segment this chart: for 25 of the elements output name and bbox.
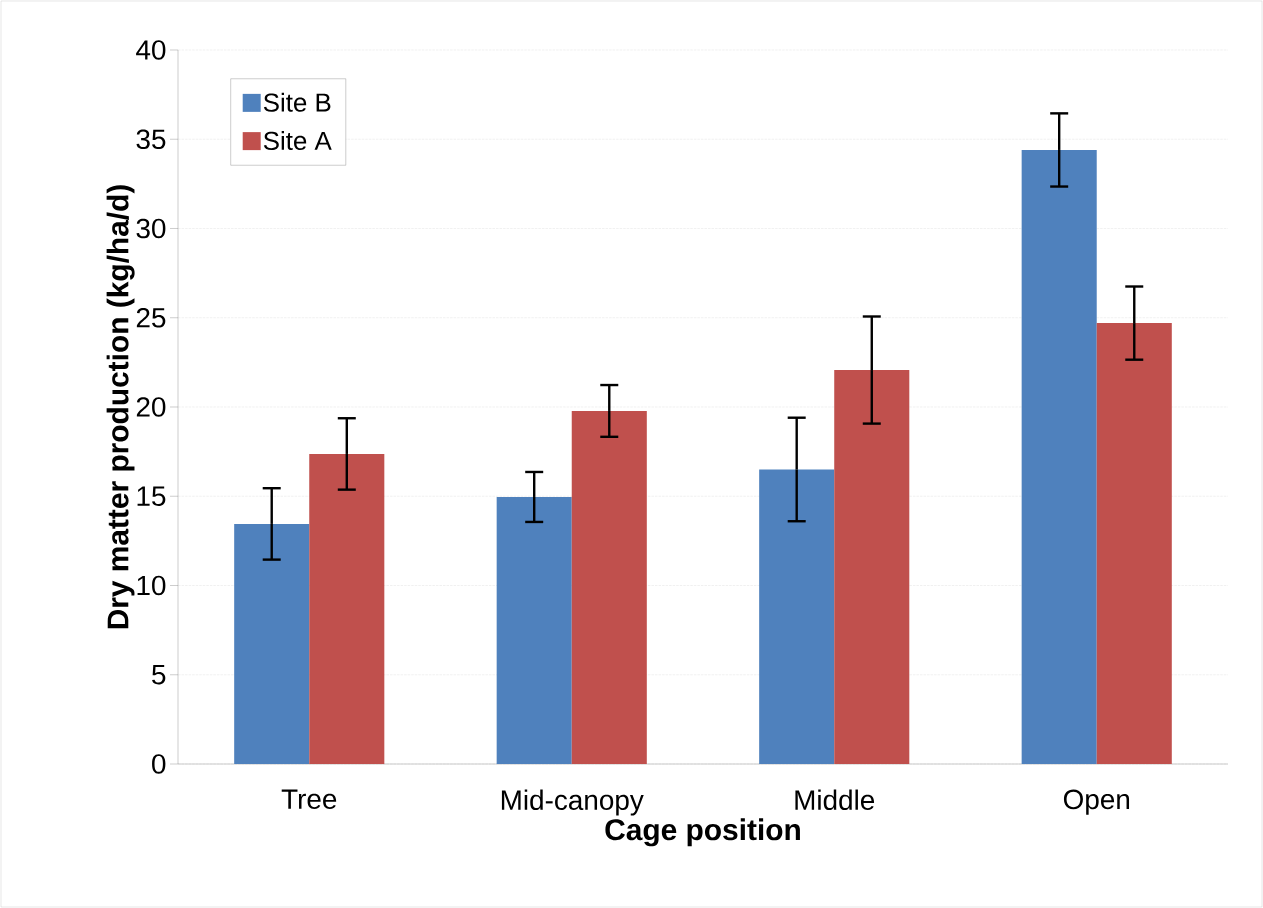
y-tick-label: 35 [136,129,166,150]
y-tick-label: 15 [137,486,166,506]
legend-label: Site B [263,92,331,112]
x-tick-label: Middle [795,789,875,810]
y-tick-label: 10 [137,575,166,596]
y-tick-label: 25 [136,307,166,328]
legend-label: Site A [263,130,332,151]
x-axis-title: Cage position [605,818,800,847]
x-tick-label: Mid-canopy [501,789,644,816]
x-tick-label: Tree [281,789,337,809]
bar [234,523,310,764]
y-axis-title: Dry matter production (kg/ha/d) [106,185,135,629]
y-tick-label: 5 [152,665,166,685]
bar [834,370,910,764]
y-tick-label: 0 [152,754,166,774]
bar [496,496,572,764]
y-tick-label: 20 [136,397,166,417]
y-tick-label: 30 [136,218,166,239]
y-tick-label: 40 [136,40,166,60]
bar [759,469,835,764]
bar [309,453,385,764]
bar [571,410,647,764]
bar [1096,323,1172,764]
x-tick-label: Open [1063,789,1130,815]
bar [1021,149,1097,764]
